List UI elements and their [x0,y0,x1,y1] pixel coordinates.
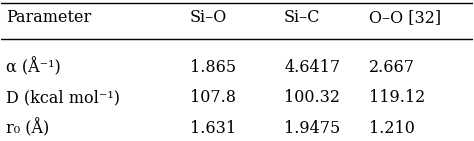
Text: 1.9475: 1.9475 [284,120,340,136]
Text: 100.32: 100.32 [284,89,340,106]
Text: 4.6417: 4.6417 [284,59,340,76]
Text: 119.12: 119.12 [369,89,425,106]
Text: Si–C: Si–C [284,9,320,26]
Text: 1.210: 1.210 [369,120,415,136]
Text: Parameter: Parameter [6,9,91,26]
Text: Si–O: Si–O [190,9,227,26]
Text: 1.865: 1.865 [190,59,236,76]
Text: 2.667: 2.667 [369,59,415,76]
Text: D (kcal mol⁻¹): D (kcal mol⁻¹) [6,89,120,106]
Text: O–O [32]: O–O [32] [369,9,441,26]
Text: 107.8: 107.8 [190,89,236,106]
Text: α (Å⁻¹): α (Å⁻¹) [6,58,61,77]
Text: 1.631: 1.631 [190,120,236,136]
Text: r₀ (Å): r₀ (Å) [6,119,49,137]
